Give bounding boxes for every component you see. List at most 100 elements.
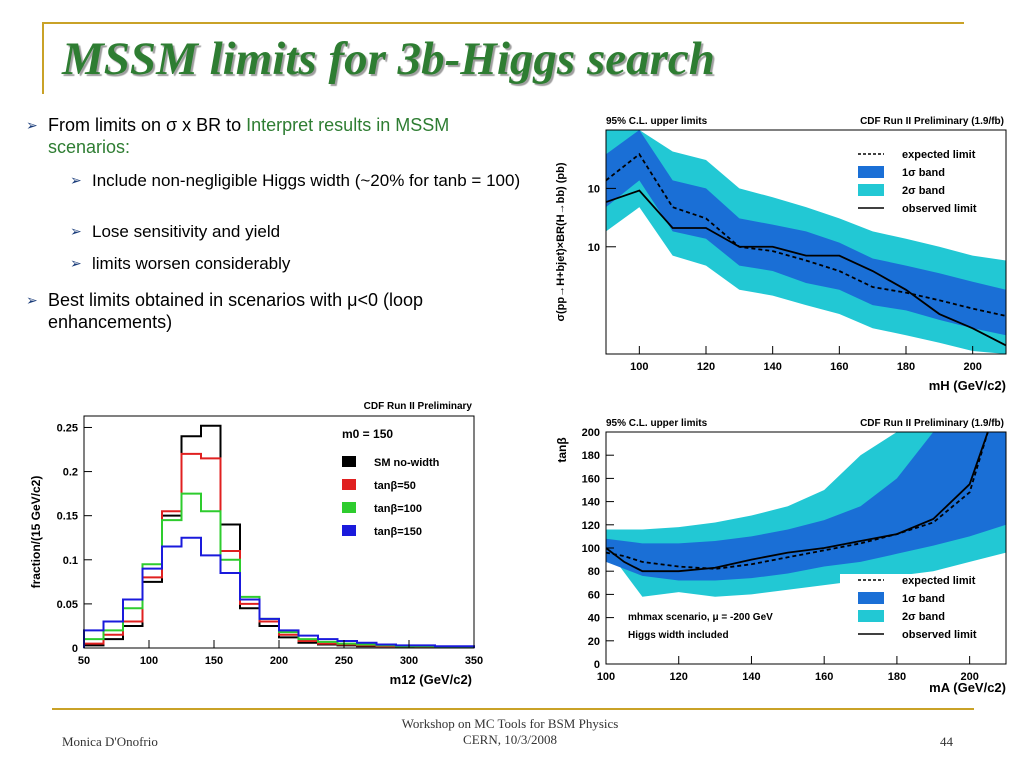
- bullet-arrow-icon: ➢: [26, 117, 38, 133]
- chart3-ytick-label: 40: [588, 613, 600, 625]
- chart3-expected-line: [605, 431, 989, 570]
- bullet-2-text: Best limits obtained in scenarios with μ…: [48, 290, 424, 332]
- bullet-arrow-icon: ➢: [70, 255, 82, 271]
- title-rule-top: [42, 22, 964, 24]
- sub-bullet-3: ➢ limits worsen considerably: [70, 253, 522, 274]
- footer-rule: [52, 708, 974, 710]
- slide-title: MSSM limits for 3b-Higgs search: [62, 33, 715, 85]
- chart3-xtick-label: 200: [960, 671, 978, 683]
- chart2-xtick-label: 150: [205, 655, 223, 667]
- bullet-arrow-icon: ➢: [26, 292, 38, 308]
- chart3-ytick-label: 20: [588, 636, 600, 648]
- chart2-ytick-label: 0.05: [57, 599, 78, 611]
- chart1-xtick-label: 160: [830, 361, 848, 373]
- bullet-1: ➢ From limits on σ x BR to Interpret res…: [26, 114, 518, 158]
- chart2-annotation: m0 = 150: [342, 427, 393, 441]
- chart1-xtick-label: 140: [763, 361, 781, 373]
- chart2-ytick-label: 0.1: [63, 555, 78, 567]
- chart2-ytick-label: 0.25: [57, 422, 78, 434]
- chart2-xtick-label: 350: [465, 655, 483, 667]
- chart1-1sigma-band: [606, 130, 1006, 336]
- legend-label: expected limit: [902, 149, 976, 161]
- chart1-frame: [605, 129, 1007, 355]
- chart2-legend-label: tanβ=150: [374, 526, 422, 538]
- chart3-observed-line: [605, 431, 989, 573]
- footer-event: Workshop on MC Tools for BSM Physics CER…: [360, 716, 660, 748]
- chart2-xtick-label: 200: [270, 655, 288, 667]
- chart3-xtick-label: 140: [742, 671, 760, 683]
- legend-1sigma-swatch: [858, 592, 884, 604]
- bullet-2: ➢ Best limits obtained in scenarios with…: [26, 289, 518, 333]
- chart1-xlabel: mH (GeV/c2): [929, 378, 1006, 393]
- chart1-ylabel: σ(pp→H+bjet)×BR(H→bb) (pb): [555, 162, 567, 321]
- legend-label: observed limit: [902, 629, 977, 641]
- sub-bullet-2-text: Lose sensitivity and yield: [92, 222, 281, 241]
- chart2-legend-swatch: [342, 525, 356, 536]
- chart3-ytick-label: 180: [582, 450, 600, 462]
- chart2-legend-label: tanβ=50: [374, 480, 416, 492]
- bullet-arrow-icon: ➢: [70, 172, 82, 188]
- title-rule-left: [42, 22, 44, 94]
- chart1-expected-line: [605, 152, 1007, 317]
- footer-event-line2: CERN, 10/3/2008: [463, 732, 557, 747]
- tanbeta-limit-chart: 95% C.L. upper limits CDF Run II Prelimi…: [555, 418, 1007, 695]
- sub-bullet-3-text: limits worsen considerably: [92, 254, 291, 273]
- chart2-ytick-label: 0.2: [63, 467, 78, 479]
- chart1-observed-line: [605, 189, 1007, 347]
- chart3-ytick-label: 200: [582, 427, 600, 439]
- bullet-1-text: From limits on σ x BR to: [48, 115, 247, 135]
- chart2-xtick-label: 250: [335, 655, 353, 667]
- chart1-ytick-label: 10: [588, 242, 600, 254]
- chart1-header-left: 95% C.L. upper limits: [606, 116, 708, 127]
- chart3-annotation-1: mhmax scenario, μ = -200 GeV: [628, 612, 773, 623]
- footer-page-number: 44: [940, 734, 953, 749]
- cross-section-limit-chart: 95% C.L. upper limits CDF Run II Prelimi…: [555, 116, 1007, 393]
- chart2-xtick-label: 100: [140, 655, 158, 667]
- footer-author: Monica D'Onofrio: [62, 734, 158, 749]
- chart2-ylabel: fraction/(15 GeV/c2): [29, 476, 43, 589]
- chart2-xtick-label: 300: [400, 655, 418, 667]
- chart3-ytick-label: 140: [582, 497, 600, 509]
- legend-2sigma-swatch: [858, 184, 884, 196]
- sub-bullet-1-text: Include non-negligible Higgs width (~20%…: [92, 171, 521, 190]
- chart3-xtick-label: 100: [597, 671, 615, 683]
- chart2-histogram-line: [83, 536, 475, 648]
- chart1-ytick-label: 10: [588, 183, 600, 195]
- chart1-xtick-label: 200: [963, 361, 981, 373]
- chart2-legend-label: tanβ=100: [374, 503, 422, 515]
- chart2-legend-swatch: [342, 456, 356, 467]
- chart1-xtick-label: 120: [697, 361, 715, 373]
- chart3-ytick-label: 120: [582, 520, 600, 532]
- chart3-annotation-box: [618, 606, 808, 646]
- chart3-annotation-2: Higgs width included: [628, 630, 729, 641]
- chart2-header-right: CDF Run II Preliminary: [364, 401, 473, 412]
- legend-label: 1σ band: [902, 167, 945, 179]
- legend-label: 1σ band: [902, 593, 945, 605]
- chart3-xlabel: mA (GeV/c2): [929, 680, 1006, 695]
- sub-bullet-1: ➢ Include non-negligible Higgs width (~2…: [70, 170, 522, 191]
- legend-label: observed limit: [902, 203, 977, 215]
- chart3-1sigma-band: [606, 432, 1006, 581]
- chart3-xtick-label: 160: [815, 671, 833, 683]
- legend-2sigma-swatch: [858, 610, 884, 622]
- chart3-ytick-label: 0: [594, 659, 600, 671]
- chart3-header-left: 95% C.L. upper limits: [606, 418, 708, 429]
- chart3-xtick-label: 120: [670, 671, 688, 683]
- chart2-xlabel: m12 (GeV/c2): [390, 672, 472, 687]
- footer-event-line1: Workshop on MC Tools for BSM Physics: [401, 716, 619, 731]
- chart2-ytick-label: 0: [72, 643, 78, 655]
- sub-bullet-2: ➢ Lose sensitivity and yield: [70, 221, 522, 242]
- bullet-arrow-icon: ➢: [70, 223, 82, 239]
- chart3-ytick-label: 100: [582, 543, 600, 555]
- legend-label: 2σ band: [902, 185, 945, 197]
- chart3-xtick-label: 180: [888, 671, 906, 683]
- mass-distribution-histogram: CDF Run II Preliminary 50 100 150 200 250 300…: [29, 401, 483, 687]
- chart2-legend-swatch: [342, 502, 356, 513]
- chart1-xtick-label: 180: [897, 361, 915, 373]
- chart1-header-right: CDF Run II Preliminary (1.9/fb): [860, 116, 1004, 127]
- chart3-ytick-label: 60: [588, 589, 600, 601]
- legend-label: expected limit: [902, 575, 976, 587]
- bullet-1-green-text: Interpret results in MSSM scenarios:: [48, 115, 450, 157]
- chart3-ytick-label: 160: [582, 473, 600, 485]
- chart2-legend-swatch: [342, 479, 356, 490]
